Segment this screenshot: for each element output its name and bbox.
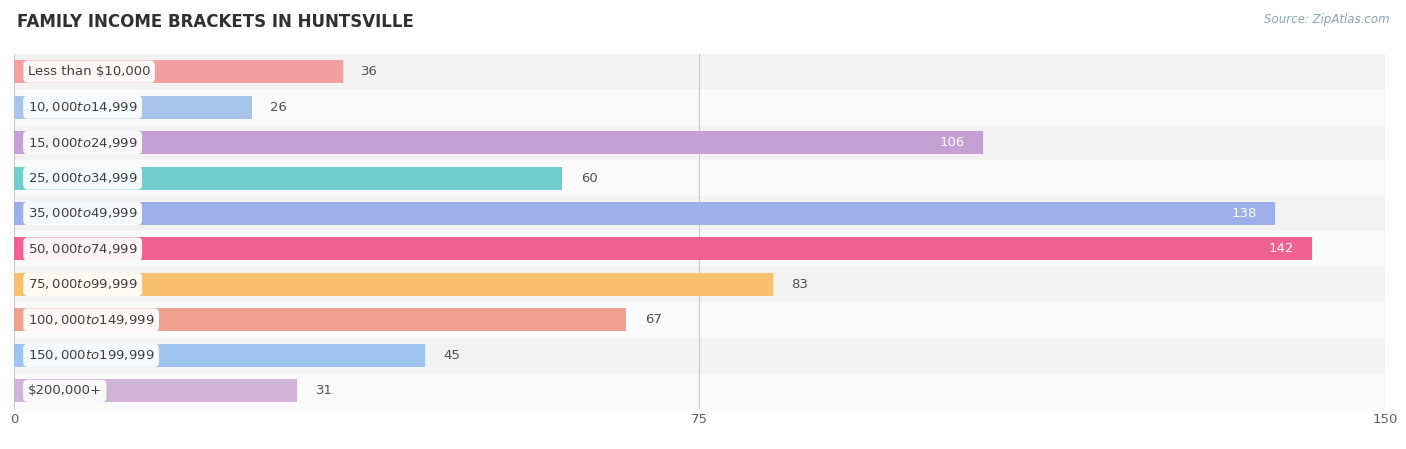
Text: 36: 36 (361, 65, 378, 78)
Bar (14, 167, 562, 189)
Bar (14, 202, 1275, 225)
Bar (14, 338, 1385, 373)
Bar (14, 54, 1385, 89)
Text: $50,000 to $74,999: $50,000 to $74,999 (28, 242, 138, 256)
Text: $10,000 to $14,999: $10,000 to $14,999 (28, 100, 138, 114)
Bar (14, 238, 1312, 260)
Text: FAMILY INCOME BRACKETS IN HUNTSVILLE: FAMILY INCOME BRACKETS IN HUNTSVILLE (17, 13, 413, 31)
Text: $35,000 to $49,999: $35,000 to $49,999 (28, 207, 138, 220)
Bar (14, 273, 773, 296)
Bar (14, 60, 343, 83)
Text: Less than $10,000: Less than $10,000 (28, 65, 150, 78)
Text: $100,000 to $149,999: $100,000 to $149,999 (28, 313, 155, 327)
Bar (14, 96, 252, 119)
Text: 142: 142 (1268, 242, 1294, 255)
Bar (14, 373, 1385, 409)
Text: $75,000 to $99,999: $75,000 to $99,999 (28, 277, 138, 291)
Text: $200,000+: $200,000+ (28, 384, 101, 397)
Bar (14, 125, 1385, 160)
Text: 45: 45 (444, 349, 461, 362)
Text: $15,000 to $24,999: $15,000 to $24,999 (28, 136, 138, 150)
Bar (14, 231, 1385, 267)
Bar (14, 344, 426, 367)
Text: $150,000 to $199,999: $150,000 to $199,999 (28, 348, 155, 362)
Bar (14, 302, 1385, 338)
Text: $25,000 to $34,999: $25,000 to $34,999 (28, 171, 138, 185)
Bar (14, 267, 1385, 302)
Text: 106: 106 (939, 136, 965, 149)
Text: 67: 67 (645, 313, 662, 326)
Bar (14, 131, 983, 154)
Text: 138: 138 (1232, 207, 1257, 220)
Text: 31: 31 (316, 384, 333, 397)
Bar (14, 196, 1385, 231)
Text: Source: ZipAtlas.com: Source: ZipAtlas.com (1264, 13, 1389, 26)
Bar (14, 308, 627, 331)
Bar (14, 379, 298, 402)
Bar (14, 89, 1385, 125)
Text: 26: 26 (270, 101, 287, 114)
Bar (14, 160, 1385, 196)
Text: 60: 60 (581, 172, 598, 185)
Text: 83: 83 (790, 278, 808, 291)
